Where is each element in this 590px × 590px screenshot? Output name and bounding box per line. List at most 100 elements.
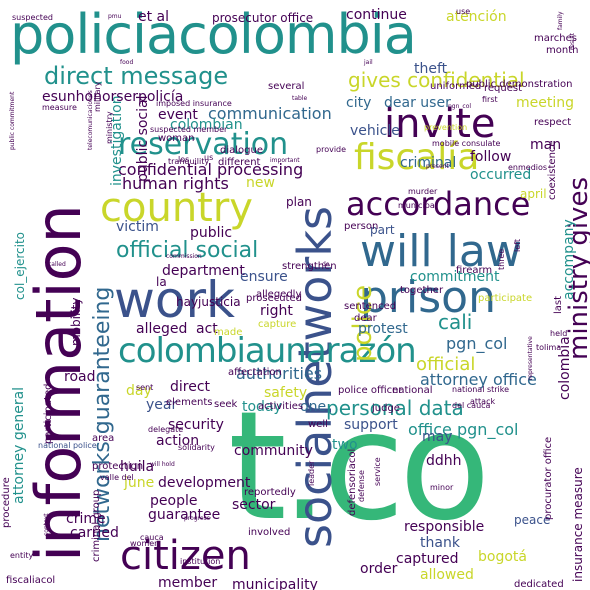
word: allowed	[420, 567, 474, 583]
word: military	[93, 81, 102, 112]
word: april	[520, 187, 547, 201]
word: bogotá	[478, 549, 527, 565]
word: public demonstration	[466, 79, 573, 90]
word: suspected	[12, 13, 53, 22]
word: activities	[258, 401, 304, 412]
word: involved	[248, 527, 291, 538]
word: event	[158, 107, 198, 123]
word: several	[268, 81, 305, 92]
word: victim	[116, 219, 159, 235]
word: captured	[396, 551, 459, 567]
word: hayjusticia	[176, 295, 241, 309]
word: suspected member	[150, 125, 228, 134]
word: day	[126, 383, 152, 399]
word: responsible	[404, 519, 485, 535]
word: human rights	[122, 174, 229, 193]
word: prison	[360, 272, 496, 323]
word: pmu	[108, 13, 122, 20]
word: participate	[478, 293, 533, 304]
word: marches	[534, 33, 577, 44]
word: food	[120, 59, 134, 66]
word: will law	[360, 226, 522, 277]
word: col_ejercito	[13, 231, 27, 300]
word: criminal	[400, 155, 457, 171]
word: us	[204, 153, 214, 162]
word: coexistence	[547, 140, 558, 200]
word: service	[373, 457, 382, 486]
word: occurred	[470, 167, 532, 183]
word: sector	[232, 497, 276, 513]
word: national	[392, 385, 433, 396]
word: theft	[414, 61, 448, 77]
word: los	[178, 155, 190, 164]
word: colombian	[170, 117, 243, 133]
word: strengthen	[282, 261, 337, 272]
word: cali	[438, 310, 473, 334]
word: ddhh	[426, 453, 462, 469]
word: direct	[170, 379, 211, 395]
word: context	[43, 513, 50, 536]
word: commitment	[410, 269, 500, 285]
word: woman	[158, 133, 195, 144]
word: today	[242, 399, 282, 415]
word: personal data	[326, 396, 464, 420]
word: june	[124, 475, 155, 491]
word: allegedly	[256, 289, 302, 300]
word: telecomunicaciones	[87, 90, 94, 150]
word: held	[550, 329, 568, 338]
word: progress	[184, 515, 210, 522]
word: pgn_col	[448, 103, 472, 110]
word: alleged	[136, 321, 188, 337]
word: citizen	[120, 533, 251, 579]
word: ensure	[240, 269, 288, 285]
word: prosecutor office	[212, 11, 314, 25]
word: area	[92, 433, 115, 444]
word: sentenced	[344, 301, 397, 312]
word: delegate	[148, 425, 184, 434]
word: right	[260, 303, 293, 319]
word: mobile consulate	[432, 139, 501, 148]
word: fiscalía	[354, 137, 480, 178]
word: solidarity	[178, 443, 215, 452]
word: month	[546, 45, 579, 56]
word: del cauca	[452, 401, 491, 410]
word: two	[332, 437, 358, 453]
word: dialogue	[220, 145, 263, 156]
word: direct message	[44, 62, 229, 90]
word: order	[360, 561, 398, 577]
word: authorities	[236, 364, 323, 383]
word: police officer	[338, 385, 403, 396]
word: public	[190, 225, 233, 241]
word: office pgn_col	[408, 420, 519, 439]
word: new	[246, 175, 275, 191]
word: part	[370, 223, 395, 237]
word: measure	[42, 103, 77, 112]
word: seek	[214, 399, 238, 410]
word: judge	[372, 403, 400, 414]
word: safety	[264, 385, 308, 401]
word: esunhonorserpolicía	[42, 89, 184, 105]
word: guarantee	[148, 507, 221, 523]
word: road	[64, 369, 96, 385]
word: use	[456, 7, 471, 16]
word: meeting	[516, 95, 575, 111]
word: women	[130, 539, 160, 548]
word: department	[162, 263, 245, 279]
word: left	[513, 239, 522, 252]
word: institution	[180, 557, 221, 566]
word: atención	[446, 9, 507, 25]
word: request	[484, 83, 523, 94]
word: family	[557, 11, 564, 30]
word: defense	[357, 470, 366, 502]
word: well	[308, 419, 328, 430]
word: different	[218, 157, 261, 168]
word: accordance	[346, 185, 531, 223]
word: year	[146, 397, 178, 413]
word: three	[497, 248, 506, 270]
word: municipality	[232, 577, 318, 590]
word: fiscaliacol	[6, 575, 56, 586]
word: called	[48, 261, 66, 268]
word: prosecuted	[246, 293, 302, 304]
word: dedicated	[514, 579, 564, 590]
word: work	[114, 271, 235, 329]
